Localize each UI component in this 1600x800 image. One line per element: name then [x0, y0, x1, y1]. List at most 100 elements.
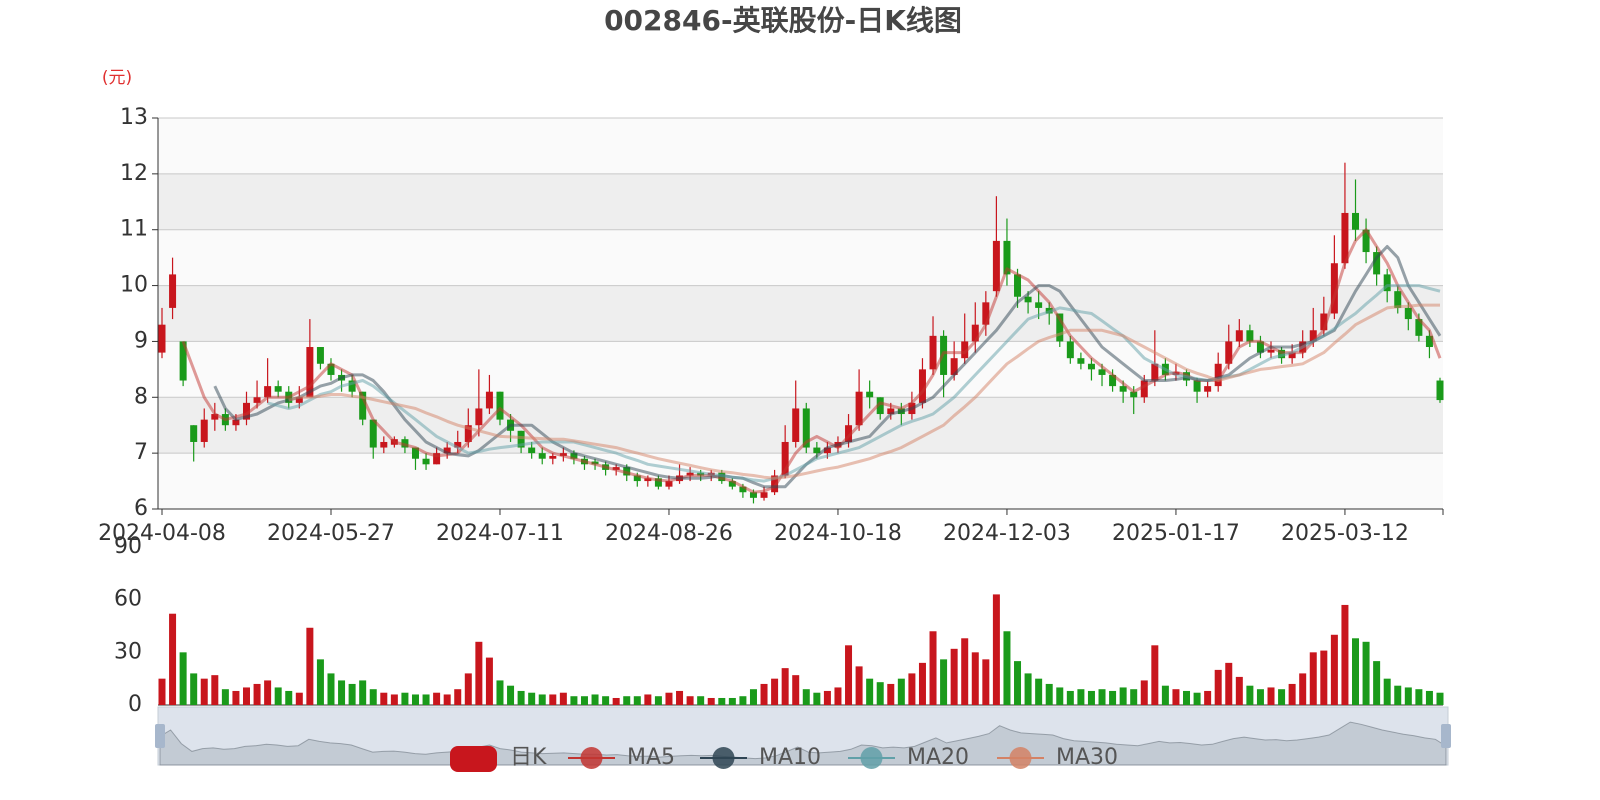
- candle-body: [528, 447, 536, 454]
- volume-bar: [1045, 683, 1053, 705]
- volume-bar: [232, 690, 240, 705]
- candle-body: [1066, 341, 1074, 359]
- volume-bar: [897, 678, 905, 705]
- volume-bar: [1077, 689, 1085, 705]
- candle-body: [876, 397, 884, 415]
- candle-body: [855, 391, 863, 426]
- volume-tick-label: 30: [114, 639, 142, 664]
- volume-bar: [274, 687, 282, 705]
- legend-icon-dot: [712, 747, 735, 769]
- legend-label[interactable]: MA20: [907, 745, 969, 770]
- y-axis-unit: (元): [102, 68, 132, 88]
- volume-bar: [1087, 690, 1095, 705]
- candle-body: [950, 358, 958, 375]
- candle-body: [971, 324, 979, 342]
- candle-body: [369, 419, 377, 448]
- volume-bar: [1352, 638, 1360, 705]
- candle-body: [918, 369, 926, 403]
- volume-bar: [602, 696, 610, 705]
- candle-body: [158, 324, 166, 353]
- volume-bar: [1130, 689, 1138, 705]
- x-tick-label: 2024-07-11: [436, 521, 564, 546]
- volume-bar: [971, 652, 979, 705]
- candle-body: [771, 475, 779, 493]
- candle-body: [781, 441, 789, 476]
- zoom-handle-right[interactable]: [1441, 724, 1451, 748]
- legend-label[interactable]: MA30: [1056, 745, 1118, 770]
- volume-bar: [940, 659, 948, 705]
- candle-body: [728, 481, 736, 487]
- volume-bar: [845, 645, 853, 705]
- candle-body: [1035, 302, 1043, 308]
- volume-bar: [1066, 690, 1074, 705]
- legend-icon[interactable]: [450, 746, 497, 772]
- volume-bar: [1035, 678, 1043, 705]
- volume-bar: [1299, 673, 1307, 705]
- candle-body: [1214, 363, 1222, 387]
- volume-bar: [528, 692, 536, 705]
- legend-label[interactable]: 日K: [510, 745, 547, 770]
- grid-band: [158, 173, 1443, 230]
- candle-body: [1394, 291, 1402, 308]
- volume-bar: [676, 690, 684, 705]
- candle-body: [1425, 335, 1433, 348]
- volume-bar: [749, 689, 757, 705]
- volume-bar: [591, 694, 599, 705]
- candle-body: [1003, 240, 1011, 275]
- candle-body: [982, 302, 990, 325]
- candle-body: [549, 455, 557, 459]
- volume-bar: [1161, 685, 1169, 705]
- candle-body: [422, 458, 430, 465]
- volume-bar: [359, 680, 367, 705]
- volume-bar: [1278, 689, 1286, 705]
- candle-body: [475, 408, 483, 426]
- zoom-track[interactable]: [157, 706, 1449, 766]
- candle-body: [1204, 386, 1212, 392]
- volume-bar: [982, 659, 990, 705]
- candle-body: [929, 335, 937, 370]
- volume-bar: [348, 683, 356, 705]
- legend-label[interactable]: MA10: [759, 745, 821, 770]
- volume-bar: [665, 692, 673, 705]
- y-tick-label: 8: [134, 384, 148, 409]
- y-tick-label: 10: [120, 273, 148, 298]
- volume-bar: [1330, 634, 1338, 705]
- candle-body: [792, 408, 800, 442]
- volume-bar: [1404, 687, 1412, 705]
- volume-bar: [823, 690, 831, 705]
- volume-bar: [1119, 687, 1127, 705]
- volume-bar: [1183, 690, 1191, 705]
- volume-bar: [697, 696, 705, 705]
- volume-bar: [686, 696, 694, 705]
- legend-icon-dot: [860, 747, 883, 769]
- legend[interactable]: 日K MA5 MA10 MA20 MA30: [450, 745, 1118, 772]
- volume-bar: [612, 697, 620, 705]
- candle-body: [570, 453, 578, 459]
- volume-bar: [390, 694, 398, 705]
- legend-icon-dot: [580, 747, 603, 769]
- volume-bar: [633, 696, 641, 705]
- candle-body: [1256, 341, 1264, 353]
- volume-bar: [792, 675, 800, 705]
- candle-body: [813, 447, 821, 454]
- candle-body: [264, 386, 272, 398]
- volume-bar: [1256, 689, 1264, 705]
- volume-bar: [1014, 661, 1022, 705]
- legend-icon-dot: [1009, 747, 1032, 769]
- candle-body: [760, 492, 768, 498]
- volume-bar: [443, 694, 451, 705]
- volume-bar: [1024, 673, 1032, 705]
- y-tick-label: 7: [134, 440, 148, 465]
- volume-bar: [507, 685, 515, 705]
- volume-bar: [169, 613, 177, 705]
- volume-bar: [1394, 685, 1402, 705]
- candle-body: [887, 408, 895, 415]
- volume-bar: [623, 696, 631, 705]
- legend-label[interactable]: MA5: [627, 745, 675, 770]
- volume-bar: [221, 689, 229, 705]
- candle-body: [464, 425, 472, 442]
- y-tick-label: 12: [120, 161, 148, 186]
- zoom-handle-left[interactable]: [155, 724, 165, 748]
- volume-bar: [242, 687, 250, 705]
